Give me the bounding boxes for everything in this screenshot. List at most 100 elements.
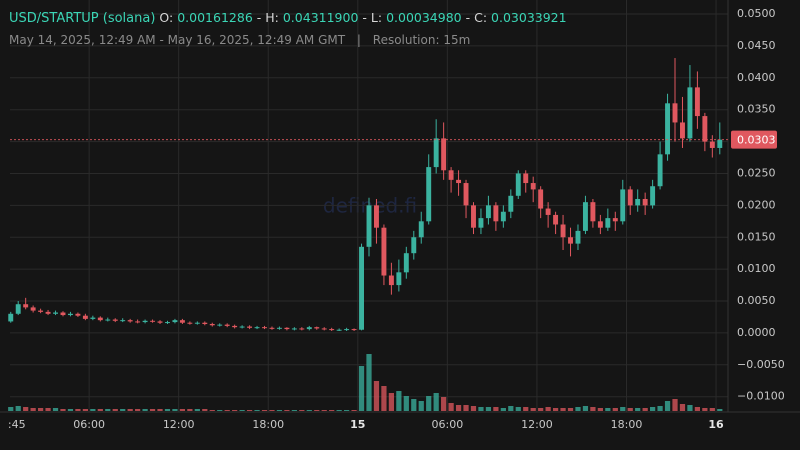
volume-bar	[470, 406, 477, 411]
candle-body	[336, 329, 342, 331]
candle-body	[217, 324, 223, 326]
x-tick-label: 12:00	[521, 418, 553, 431]
volume-bar	[45, 408, 51, 411]
candle-body	[262, 327, 267, 329]
volume-bar	[15, 406, 21, 411]
candle-body	[523, 173, 529, 184]
candle-body	[396, 272, 402, 286]
candle-body	[224, 324, 230, 326]
candle-body	[120, 320, 126, 322]
volume-bar	[575, 407, 581, 411]
volume-bar	[694, 407, 701, 411]
candle-body	[612, 218, 618, 222]
volume-bar	[664, 401, 671, 411]
y-tick-label: 0.0050	[737, 294, 776, 307]
volume-bar	[709, 408, 715, 411]
volume-bar	[8, 407, 14, 411]
y-tick-label: 0.0250	[737, 166, 776, 179]
candle-body	[388, 275, 394, 286]
volume-bar	[105, 409, 111, 411]
candle-body	[702, 116, 708, 142]
volume-bar	[217, 410, 223, 411]
candle-body	[45, 311, 51, 314]
volume-bar	[545, 407, 551, 411]
candle-body	[582, 202, 588, 231]
candle-body	[232, 325, 238, 328]
candle-body	[418, 221, 424, 238]
candle-body	[38, 310, 44, 312]
volume-bar	[552, 408, 559, 411]
volume-bar	[75, 409, 81, 411]
volume-bar	[411, 399, 417, 411]
volume-bar	[687, 405, 693, 411]
candle-body	[291, 328, 297, 330]
volume-bar	[314, 410, 320, 411]
candle-body	[657, 154, 663, 187]
candle-body	[179, 320, 185, 323]
candle-body	[112, 319, 118, 321]
candle-body	[239, 326, 245, 328]
candle-body	[67, 313, 73, 316]
candle-body	[500, 211, 506, 222]
volume-bar	[441, 397, 447, 411]
volume-bar	[567, 408, 574, 411]
x-tick-label: 06:00	[432, 418, 464, 431]
x-tick-label: 12:00	[163, 418, 195, 431]
ohlc-value: 0.00161286	[177, 10, 253, 25]
volume-bar	[254, 410, 260, 411]
candle-body	[8, 313, 14, 322]
x-tick-label: 18:00	[252, 418, 284, 431]
volume-bar	[657, 406, 663, 411]
volume-bar	[239, 410, 245, 411]
volume-bar	[172, 409, 178, 411]
candle-body	[448, 170, 454, 180]
candle-body	[157, 321, 163, 323]
volume-bar	[336, 410, 342, 411]
candle-body	[202, 322, 208, 324]
candle-body	[329, 329, 335, 331]
candle-body	[254, 327, 260, 329]
candle-body	[530, 183, 536, 190]
date-range: May 14, 2025, 12:49 AM - May 16, 2025, 1…	[9, 33, 346, 47]
volume-bar	[560, 408, 566, 411]
volume-bar	[620, 407, 626, 411]
volume-bar	[605, 408, 611, 411]
volume-bar	[403, 396, 409, 411]
candle-body	[359, 246, 364, 330]
volume-bar	[261, 410, 268, 411]
candle-body	[105, 319, 111, 321]
volume-bar	[232, 410, 238, 411]
candle-body	[187, 322, 193, 324]
volume-bar	[90, 409, 96, 411]
candle-body	[485, 205, 491, 219]
candle-body	[381, 227, 387, 276]
volume-bar	[157, 409, 163, 411]
candle-body	[90, 317, 96, 319]
candle-body	[314, 327, 320, 329]
volume-bar	[97, 409, 103, 411]
volume-bar	[478, 407, 484, 411]
volume-bar	[635, 408, 641, 411]
candle-body	[672, 103, 678, 123]
candle-body	[60, 312, 66, 316]
candle-body	[97, 317, 103, 321]
volume-bar	[672, 399, 678, 411]
volume-bar	[597, 408, 603, 411]
candle-body	[194, 322, 200, 324]
candle-body	[306, 327, 312, 330]
volume-bar	[60, 409, 66, 411]
volume-bar	[329, 410, 335, 411]
volume-bar	[306, 410, 312, 411]
volume-bar	[508, 406, 514, 411]
resolution[interactable]: Resolution: 15m	[372, 33, 471, 47]
candle-body	[680, 122, 685, 139]
volume-bar	[52, 408, 59, 411]
volume-bar	[269, 410, 275, 411]
volume-bar	[702, 408, 708, 411]
candle-body	[150, 320, 156, 322]
candle-body	[560, 224, 566, 238]
candle-body	[493, 205, 499, 222]
candle-body	[597, 221, 603, 228]
candle-body	[142, 320, 148, 323]
volume-bar	[149, 409, 156, 411]
